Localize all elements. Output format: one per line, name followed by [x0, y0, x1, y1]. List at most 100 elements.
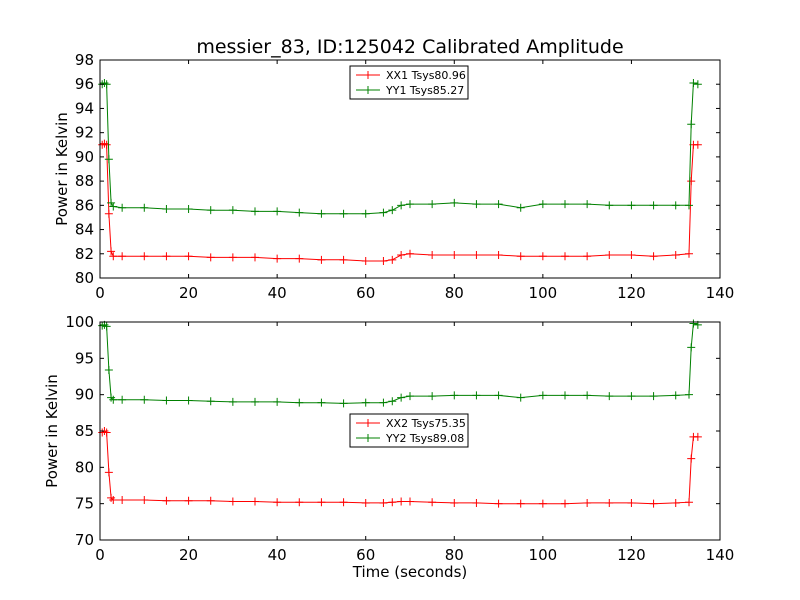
data-point — [685, 249, 693, 258]
data-point — [538, 200, 547, 209]
data-point — [406, 497, 414, 506]
data-point — [118, 203, 127, 212]
data-point — [184, 204, 193, 213]
data-point — [406, 200, 414, 209]
data-point — [388, 397, 397, 406]
data-point — [273, 397, 282, 406]
x-tick-label: 140 — [706, 284, 735, 302]
data-point — [118, 252, 127, 261]
data-point — [671, 391, 680, 400]
data-point — [339, 255, 348, 264]
data-point — [162, 396, 171, 405]
data-point — [162, 252, 171, 261]
data-point — [184, 496, 193, 505]
data-point — [317, 209, 326, 218]
legend-marker — [364, 419, 372, 427]
legend-marker — [364, 86, 372, 94]
data-point — [685, 390, 693, 399]
data-point — [605, 498, 614, 507]
x-tick-label: 100 — [529, 546, 558, 564]
data-point — [397, 201, 406, 210]
data-point — [671, 201, 680, 210]
data-point — [693, 432, 702, 441]
data-point — [102, 140, 111, 149]
data-point — [361, 398, 370, 407]
legend-marker — [364, 434, 372, 442]
x-tick-label: 60 — [356, 284, 375, 302]
data-point — [687, 177, 696, 186]
series-2 — [98, 319, 702, 408]
data-point — [428, 392, 437, 401]
data-point — [428, 200, 437, 209]
data-point — [406, 392, 414, 401]
y-tick-label: 80 — [75, 458, 94, 476]
series-2 — [98, 79, 702, 218]
data-point — [295, 398, 304, 407]
data-point — [379, 208, 388, 217]
chart-title: messier_83, ID:125042 Calibrated Amplitu… — [196, 36, 623, 58]
data-point — [379, 398, 388, 407]
data-point — [649, 252, 658, 261]
y-tick-label: 96 — [75, 75, 94, 93]
y-tick-label: 70 — [75, 531, 94, 549]
x-tick-label: 140 — [706, 546, 735, 564]
data-point — [140, 395, 149, 404]
data-point — [561, 252, 569, 261]
y-tick-label: 75 — [75, 495, 94, 513]
data-point — [693, 80, 702, 89]
x-tick-label: 100 — [529, 284, 558, 302]
data-point — [583, 252, 592, 261]
data-point — [605, 201, 614, 210]
data-point — [472, 391, 481, 400]
data-point — [228, 497, 237, 506]
data-point — [317, 498, 326, 507]
data-point — [561, 200, 569, 209]
legend-box — [349, 65, 469, 100]
data-point — [538, 499, 547, 508]
legend-entry: YY1 Tsys85.27 — [385, 84, 464, 97]
axes-frame — [99, 59, 721, 279]
data-point — [118, 496, 127, 505]
x-axis-label: Time (seconds) — [352, 563, 468, 581]
data-point — [689, 319, 698, 328]
x-tick-label: 60 — [356, 546, 375, 564]
data-point — [295, 498, 304, 507]
y-tick-label: 95 — [75, 349, 94, 367]
data-point — [273, 254, 282, 263]
data-point — [104, 209, 113, 218]
y-tick-label: 84 — [75, 221, 94, 239]
y-tick-label: 86 — [75, 196, 94, 214]
data-point — [494, 250, 503, 259]
data-point — [538, 391, 547, 400]
data-point — [538, 252, 547, 261]
data-point — [379, 257, 388, 266]
y-tick-label: 92 — [75, 124, 94, 142]
data-point — [450, 391, 459, 400]
data-point — [627, 498, 636, 507]
data-point — [494, 200, 503, 209]
data-point — [450, 498, 459, 507]
data-point — [428, 498, 437, 507]
data-point — [206, 206, 215, 215]
data-point — [397, 497, 406, 506]
y-tick-label: 94 — [75, 99, 94, 117]
data-point — [472, 498, 481, 507]
data-point — [583, 498, 592, 507]
data-point — [379, 498, 388, 507]
x-tick-label: 80 — [445, 284, 464, 302]
x-tick-label: 20 — [179, 546, 198, 564]
data-point — [104, 155, 113, 164]
y-axis-label: Power in Kelvin — [43, 374, 61, 488]
data-point — [671, 250, 680, 259]
data-point — [428, 250, 437, 259]
data-point — [671, 498, 680, 507]
series-1 — [98, 427, 702, 508]
data-point — [361, 498, 370, 507]
data-point — [687, 343, 696, 352]
data-point — [388, 255, 397, 264]
data-point — [339, 498, 348, 507]
data-point — [361, 209, 370, 218]
data-point — [406, 249, 414, 258]
y-tick-label: 85 — [75, 422, 94, 440]
data-point — [388, 498, 397, 507]
